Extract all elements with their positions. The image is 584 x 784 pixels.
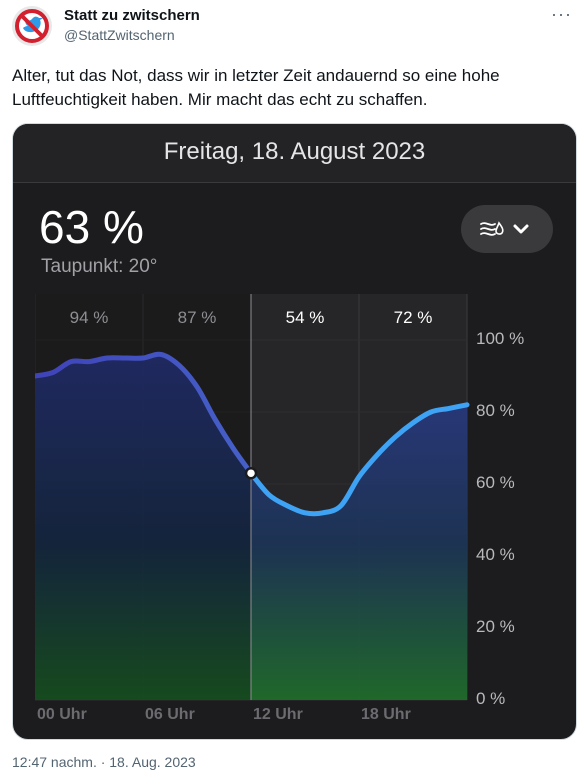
tweet-text: Alter, tut das Not, dass wir in letzter … <box>12 66 500 109</box>
x-tick-label: 12 Uhr <box>253 706 303 723</box>
date-header: Freitag, 18. August 2023 <box>13 124 576 183</box>
chart-svg <box>32 294 470 701</box>
period-label: 72 % <box>393 308 433 327</box>
current-value-marker <box>244 466 258 480</box>
y-tick-label: 100 % <box>476 329 525 348</box>
humidity-icon <box>480 221 504 236</box>
humidity-line-past <box>32 351 254 476</box>
date-title: Freitag, 18. August 2023 <box>163 138 426 165</box>
x-tick-label: 00 Uhr <box>37 706 87 723</box>
period-label: 54 % <box>285 308 325 327</box>
more-icon[interactable]: ··· <box>551 4 572 24</box>
period-label: 87 % <box>177 308 217 327</box>
y-tick-label: 20 % <box>476 617 515 636</box>
y-tick-label: 60 % <box>476 473 515 492</box>
y-tick-label: 80 % <box>476 401 515 420</box>
author-name[interactable]: Statt zu zwitschern <box>64 7 200 24</box>
weather-card-image[interactable]: Freitag, 18. August 2023 63 % Taupunkt: … <box>12 123 577 740</box>
humidity-line-future <box>248 402 470 517</box>
x-tick-label: 18 Uhr <box>361 706 411 723</box>
past-shade <box>35 294 251 700</box>
chevron-down-icon <box>513 224 529 234</box>
dew-point: Taupunkt: 20° <box>41 256 158 277</box>
metric-selector-button[interactable] <box>461 205 553 253</box>
x-tick-label: 06 Uhr <box>145 706 195 723</box>
y-tick-label: 40 % <box>476 545 515 564</box>
y-tick-label: 0 % <box>476 689 506 708</box>
tweet-timestamp[interactable]: 12:47 nachm. · 18. Aug. 2023 <box>12 754 196 770</box>
no-bird-icon <box>15 9 49 43</box>
humidity-chart: 94 % 87 % 54 % 72 % 100 % 80 % 60 % 40 % 20 % 0 %… <box>32 294 555 731</box>
avatar[interactable] <box>12 6 52 46</box>
current-humidity: 63 % <box>39 201 144 253</box>
author-handle[interactable]: @StattZwitschern <box>64 27 175 43</box>
period-label: 94 % <box>69 308 109 327</box>
